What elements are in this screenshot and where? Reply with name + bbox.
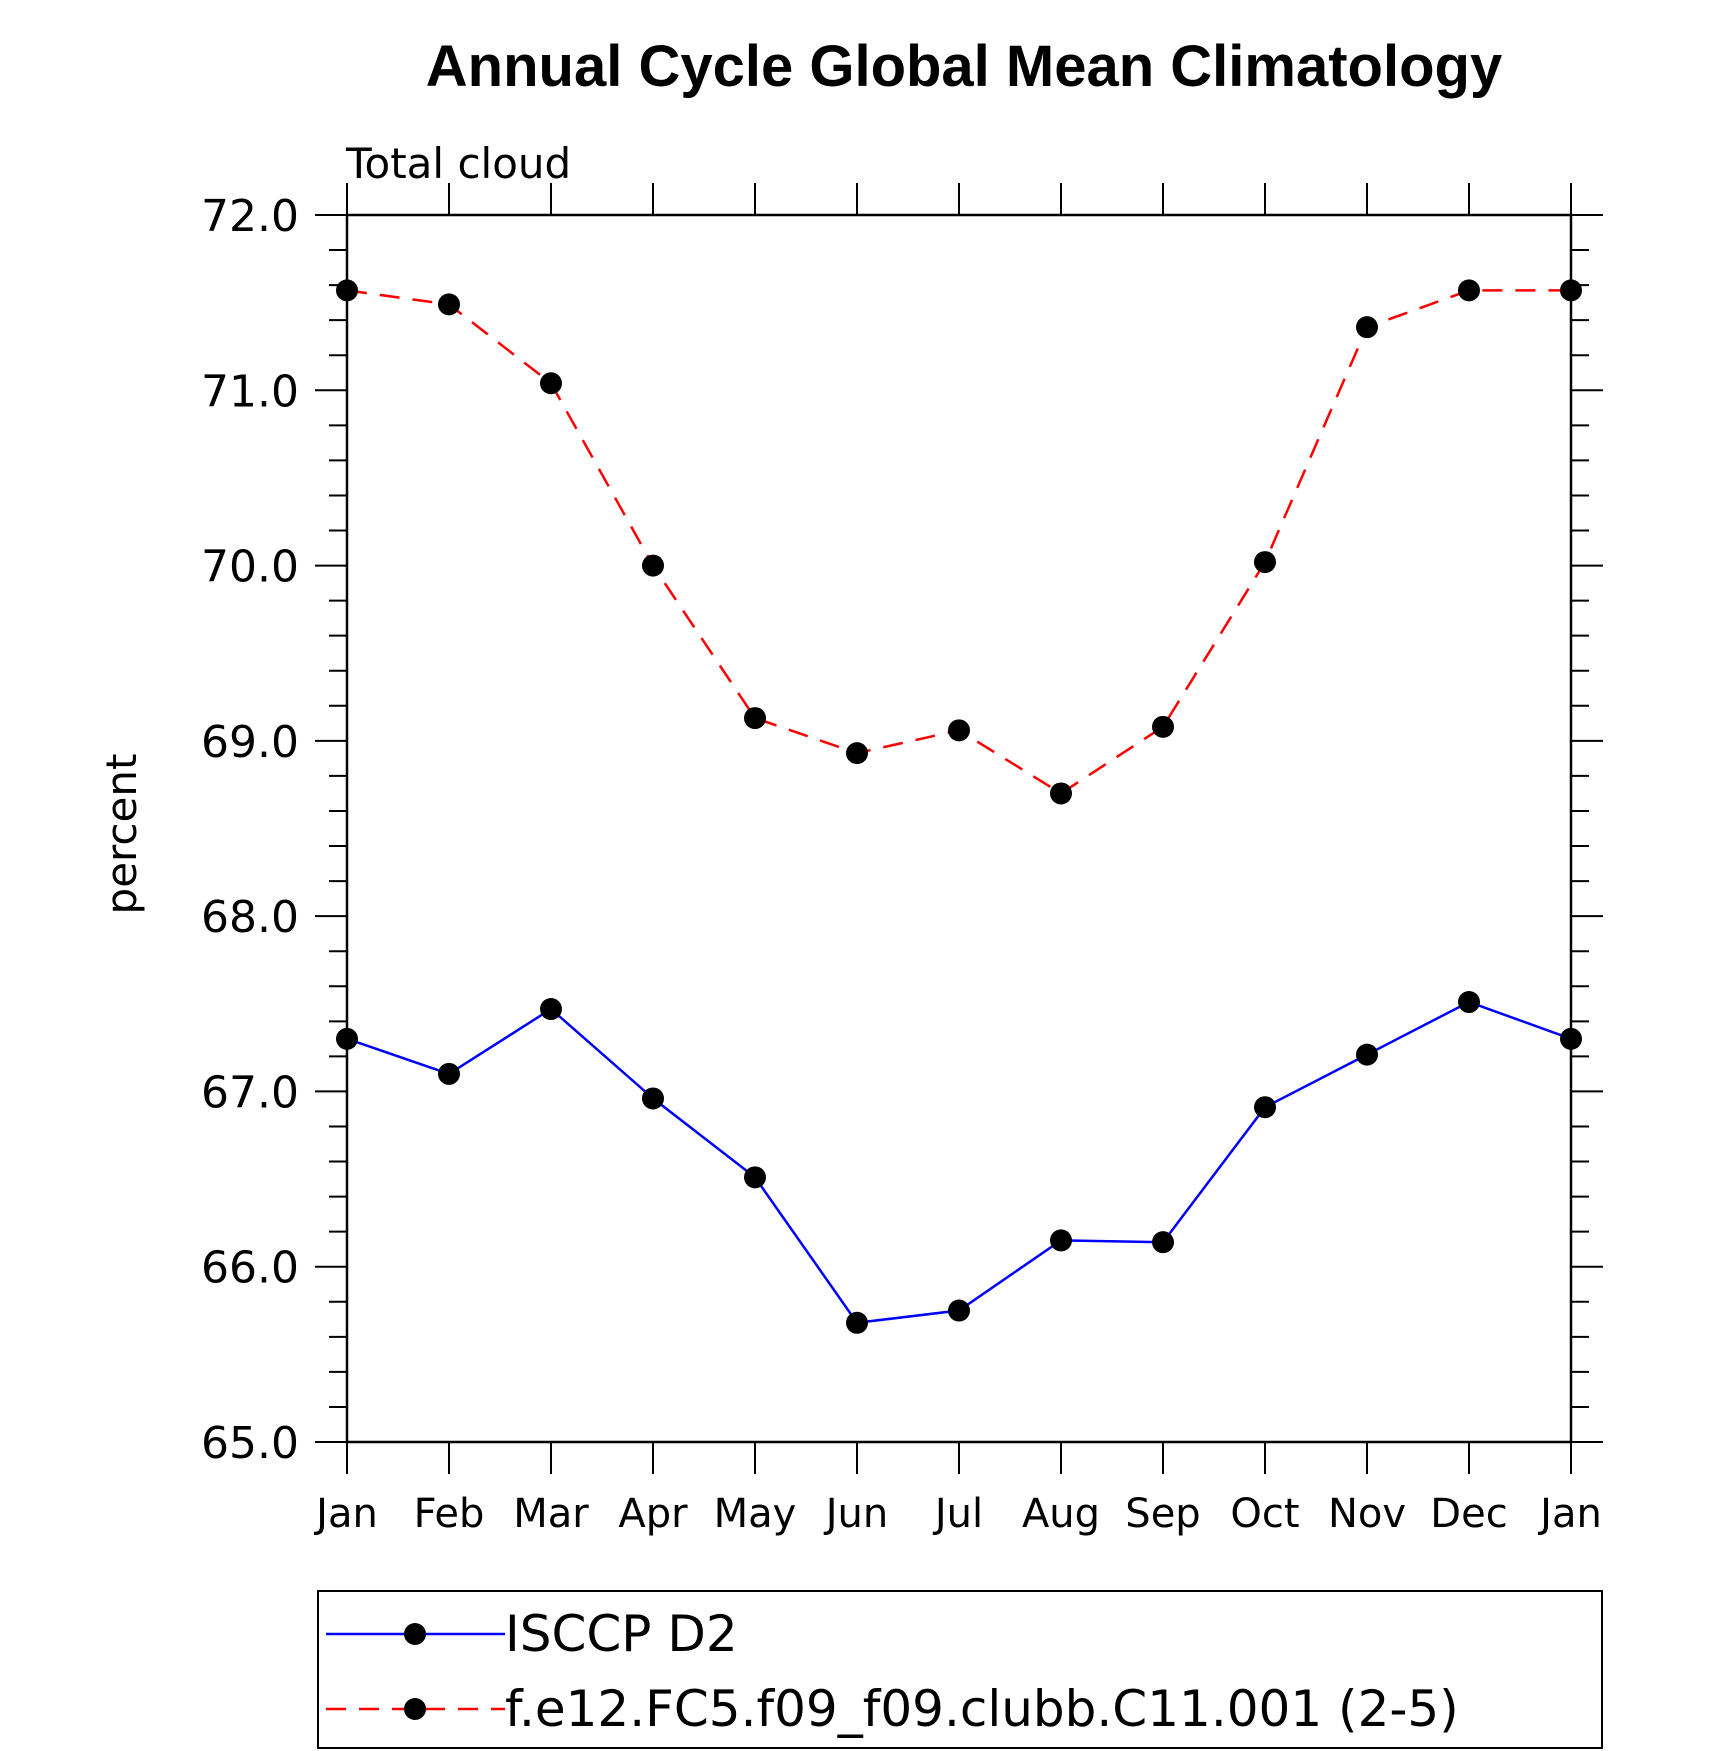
x-tick-label: Aug bbox=[1022, 1491, 1100, 1537]
data-point bbox=[1254, 551, 1276, 574]
data-point bbox=[540, 998, 562, 1021]
data-point bbox=[846, 1311, 868, 1334]
y-tick-label: 71.0 bbox=[201, 366, 299, 417]
data-point bbox=[540, 372, 562, 395]
data-point bbox=[1050, 1229, 1072, 1252]
x-tick-label: Jan bbox=[1537, 1491, 1602, 1537]
x-tick-label: Jan bbox=[313, 1491, 378, 1537]
y-tick-label: 69.0 bbox=[201, 717, 299, 768]
x-tick-label: Jun bbox=[823, 1491, 889, 1537]
data-point bbox=[336, 1027, 358, 1050]
y-tick-label: 70.0 bbox=[201, 542, 299, 593]
legend-marker-model bbox=[404, 1698, 426, 1720]
chart-subtitle: Total cloud bbox=[345, 139, 571, 188]
x-tick-label: Feb bbox=[414, 1491, 485, 1537]
data-point bbox=[744, 707, 766, 730]
y-axis-label: percent bbox=[97, 754, 146, 915]
data-point bbox=[438, 1062, 460, 1085]
data-point bbox=[336, 279, 358, 302]
data-point bbox=[1356, 316, 1378, 339]
data-point bbox=[1458, 279, 1480, 302]
legend-marker-isccp bbox=[404, 1623, 426, 1645]
data-point bbox=[744, 1166, 766, 1189]
data-point bbox=[1152, 715, 1174, 738]
data-point bbox=[1560, 279, 1582, 302]
x-tick-label: Jul bbox=[932, 1491, 983, 1537]
legend-entry-model: f.e12.FC5.f09_f09.clubb.C11.001 (2-5) bbox=[326, 1680, 1459, 1738]
data-point bbox=[846, 742, 868, 765]
axes: 65.0 66.0 67.0 68.0 69.0 70.0 71.0 72.0 Jan Feb Ma… bbox=[201, 183, 1603, 1537]
x-tick-label: Sep bbox=[1125, 1491, 1200, 1537]
x-tick-label: May bbox=[714, 1491, 797, 1537]
y-tick-label: 68.0 bbox=[201, 892, 299, 943]
data-point bbox=[948, 719, 970, 742]
legend-label-model: f.e12.FC5.f09_f09.clubb.C11.001 (2-5) bbox=[505, 1680, 1459, 1738]
data-point bbox=[1560, 1027, 1582, 1050]
y-tick-label: 65.0 bbox=[201, 1418, 299, 1469]
data-point bbox=[438, 293, 460, 316]
data-point bbox=[642, 1087, 664, 1110]
data-point bbox=[1152, 1231, 1174, 1254]
legend-box bbox=[317, 1590, 1603, 1749]
x-tick-label: Nov bbox=[1328, 1491, 1406, 1537]
data-point bbox=[948, 1299, 970, 1322]
chart-title: Annual Cycle Global Mean Climatology bbox=[426, 34, 1502, 99]
series-line bbox=[346, 289, 1571, 795]
plot-frame bbox=[345, 213, 1573, 1444]
y-tick-label: 72.0 bbox=[201, 191, 299, 242]
legend-label-isccp: ISCCP D2 bbox=[505, 1605, 738, 1663]
y-tick-label: 67.0 bbox=[201, 1067, 299, 1118]
series-1 bbox=[336, 279, 1582, 805]
data-point bbox=[1458, 991, 1480, 1014]
data-point bbox=[1050, 782, 1072, 805]
data-point bbox=[1254, 1096, 1276, 1119]
x-tick-label: Oct bbox=[1230, 1491, 1299, 1537]
x-tick-label: Apr bbox=[618, 1491, 688, 1537]
legend-entry-isccp: ISCCP D2 bbox=[326, 1605, 738, 1663]
x-tick-label: Mar bbox=[513, 1491, 589, 1537]
x-tick-label: Dec bbox=[1430, 1491, 1507, 1537]
data-point bbox=[642, 554, 664, 577]
series-line bbox=[346, 1000, 1572, 1325]
series-0 bbox=[336, 991, 1582, 1334]
data-point bbox=[1356, 1043, 1378, 1066]
series-layer bbox=[336, 279, 1582, 1334]
y-tick-label: 66.0 bbox=[201, 1243, 299, 1294]
